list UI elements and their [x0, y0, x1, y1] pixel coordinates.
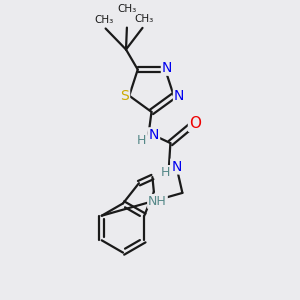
- Text: N: N: [171, 160, 182, 173]
- Text: N: N: [174, 89, 184, 103]
- Text: N: N: [149, 128, 159, 142]
- Text: CH₃: CH₃: [134, 14, 154, 25]
- Text: O: O: [189, 116, 201, 131]
- Text: H: H: [137, 134, 147, 147]
- Text: CH₃: CH₃: [118, 4, 137, 14]
- Text: S: S: [120, 89, 129, 103]
- Text: NH: NH: [148, 195, 167, 208]
- Text: N: N: [162, 61, 172, 75]
- Text: H: H: [160, 166, 170, 179]
- Text: CH₃: CH₃: [94, 15, 114, 25]
